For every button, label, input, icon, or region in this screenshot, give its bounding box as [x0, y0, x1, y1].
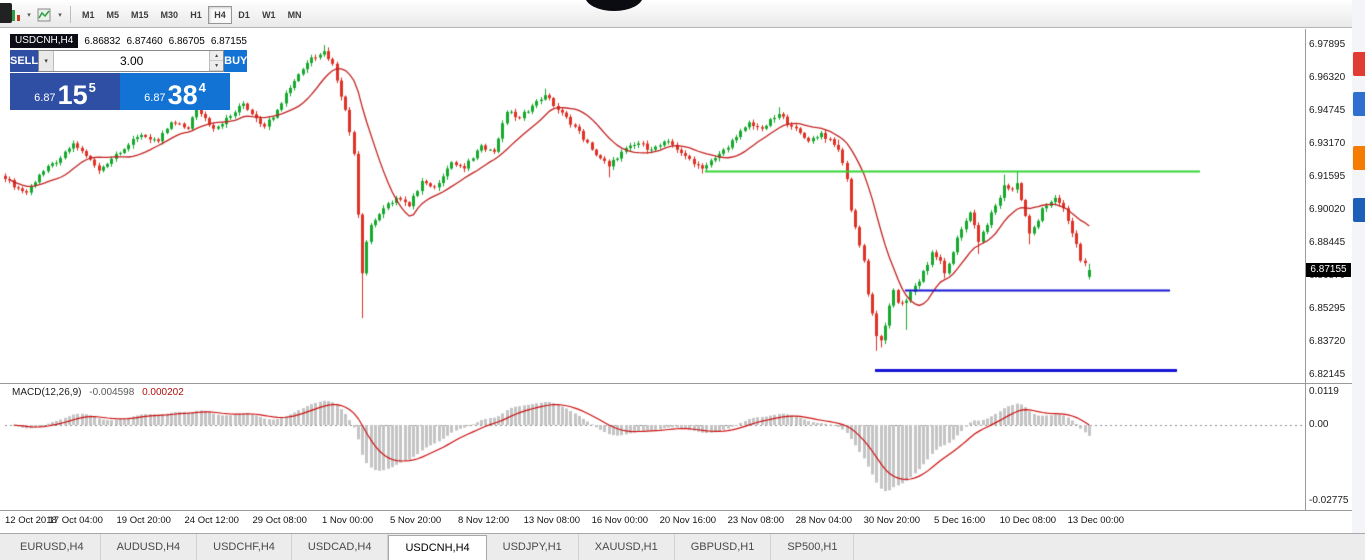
sell-price-big: 15 [57, 80, 88, 111]
ohlc-close: 6.87155 [210, 35, 247, 47]
price-axis-label: 6.91595 [1309, 171, 1346, 182]
ohlc-low: 6.86705 [168, 35, 205, 47]
timeframe-button-m30[interactable]: M30 [160, 9, 179, 20]
volume-spinner: ▲ ▼ [209, 51, 224, 71]
price-axis-label: 6.83720 [1309, 336, 1346, 347]
time-axis-label: 28 Nov 04:00 [795, 515, 853, 526]
price-axis-label: 6.82145 [1309, 369, 1346, 380]
timeframe-button-w1[interactable]: W1 [262, 9, 276, 20]
toolbar-separator [70, 6, 71, 23]
timeframe-button-d1[interactable]: D1 [238, 9, 250, 20]
symbol-tab-sp500[interactable]: SP500,H1 [771, 534, 855, 560]
timeframe-button-m5[interactable]: M5 [106, 9, 120, 20]
symbol-tab-usdjpy[interactable]: USDJPY,H1 [487, 534, 579, 560]
volume-spin-down-button[interactable]: ▼ [210, 61, 224, 71]
price-axis-label: 6.94745 [1309, 105, 1346, 116]
buy-price-sup: 4 [198, 80, 206, 95]
time-axis-label: 8 Nov 12:00 [457, 515, 510, 526]
macd-axis-label: 0.0119 [1309, 386, 1339, 398]
indicators-icon[interactable] [34, 5, 54, 25]
time-axis-label: 13 Dec 00:00 [1067, 515, 1125, 526]
time-axis-label: 12 Oct 2018 [5, 515, 57, 526]
volume-combo: ▾ ▲ ▼ [38, 50, 225, 72]
time-axis-label: 23 Nov 08:00 [727, 515, 785, 526]
time-axis-label: 19 Oct 20:00 [116, 515, 171, 526]
macd-main-value: -0.004598 [89, 387, 135, 398]
timeframe-toolbar: ▾ ▾ M1 M5 M15 M30 H1 H4 D1 W1 MN [0, 2, 1352, 28]
price-axis-divider [1305, 29, 1306, 531]
volume-dropdown-button[interactable]: ▾ [39, 51, 55, 71]
sell-button[interactable]: SELL [10, 50, 39, 72]
timeframe-button-mn[interactable]: MN [287, 9, 302, 20]
macd-axis-label: -0.02775 [1309, 495, 1349, 507]
price-axis-label: 6.90020 [1309, 204, 1346, 215]
one-click-trade-panel: SELL ▾ ▲ ▼ BUY 6.87 15 5 6.87 38 4 [10, 50, 248, 110]
symbol-tab-usdcnh[interactable]: USDCNH,H4 [388, 535, 487, 560]
symbol-tab-gbpusd[interactable]: GBPUSD,H1 [675, 534, 772, 560]
price-axis-label: 6.97895 [1309, 39, 1346, 50]
current-price-badge: 6.87155 [1306, 263, 1351, 277]
price-axis-label: 6.85295 [1309, 303, 1346, 314]
timeframe-button-group: M1 M5 M15 M30 H1 H4 D1 W1 MN [76, 5, 308, 24]
macd-title: MACD(12,26,9) [12, 387, 82, 398]
sell-price-prefix: 6.87 [34, 92, 56, 104]
price-axis-label: 6.88445 [1309, 237, 1346, 248]
chart-header: USDCNH,H4 6.86832 6.87460 6.86705 6.8715… [10, 34, 247, 48]
desktop-icon-fragment [1353, 52, 1365, 76]
time-axis-label: 30 Nov 20:00 [863, 515, 921, 526]
time-axis-label: 29 Oct 08:00 [252, 515, 307, 526]
time-axis-label: 1 Nov 00:00 [321, 515, 374, 526]
symbol-tab-usdcad[interactable]: USDCAD,H4 [292, 534, 389, 560]
chart-tab-bar: EURUSD,H4 AUDUSD,H4 USDCHF,H4 USDCAD,H4 USDC… [0, 533, 1365, 560]
chart-symbol-label: USDCNH,H4 [10, 34, 79, 48]
time-axis-label: 13 Nov 08:00 [523, 515, 581, 526]
timeframe-button-m15[interactable]: M15 [131, 9, 149, 20]
time-axis-label: 20 Nov 16:00 [659, 515, 717, 526]
indicators-caret-icon[interactable]: ▾ [58, 11, 62, 19]
time-axis-label: 5 Nov 20:00 [389, 515, 442, 526]
macd-panel-divider[interactable] [0, 383, 1352, 384]
time-axis-label: 16 Nov 00:00 [591, 515, 649, 526]
chart-type-caret-icon[interactable]: ▾ [27, 11, 31, 19]
desktop-icon-fragment [1353, 146, 1365, 170]
price-axis-label: 6.96320 [1309, 72, 1346, 83]
background-desktop-icon-fragment [585, 0, 643, 11]
time-axis[interactable]: 12 Oct 2018 17 Oct 04:00 19 Oct 20:00 24 Oc… [0, 510, 1352, 533]
symbol-tab-usdchf[interactable]: USDCHF,H4 [197, 534, 292, 560]
sell-price-button[interactable]: 6.87 15 5 [10, 73, 120, 110]
time-axis-label: 17 Oct 04:00 [48, 515, 103, 526]
timeframe-button-m1[interactable]: M1 [82, 9, 95, 20]
time-axis-label: 5 Dec 16:00 [933, 515, 986, 526]
time-axis-label: 10 Dec 08:00 [999, 515, 1057, 526]
macd-axis-label: 0.00 [1309, 419, 1329, 430]
desktop-edge-strip [1352, 0, 1365, 560]
volume-input[interactable] [54, 51, 210, 71]
timeframe-button-h1[interactable]: H1 [190, 9, 202, 20]
ohlc-high: 6.87460 [126, 35, 163, 47]
macd-signal-value: 0.000202 [142, 387, 184, 398]
buy-price-big: 38 [167, 80, 198, 111]
desktop-icon-fragment [1353, 198, 1365, 222]
buy-button[interactable]: BUY [224, 50, 248, 72]
symbol-tab-audusd[interactable]: AUDUSD,H4 [101, 534, 198, 560]
price-axis-label: 6.93170 [1309, 138, 1346, 149]
buy-price-prefix: 6.87 [144, 92, 166, 104]
buy-price-button[interactable]: 6.87 38 4 [120, 73, 230, 110]
desktop-icon-fragment [1353, 92, 1365, 116]
cropped-taskbar-icon [0, 3, 12, 23]
timeframe-button-h4[interactable]: H4 [208, 5, 233, 24]
time-axis-label: 24 Oct 12:00 [184, 515, 239, 526]
sell-price-sup: 5 [88, 80, 96, 95]
symbol-tab-xauusd[interactable]: XAUUSD,H1 [579, 534, 675, 560]
macd-indicator-label: MACD(12,26,9) -0.004598 0.000202 [12, 387, 184, 398]
volume-spin-up-button[interactable]: ▲ [210, 51, 224, 61]
symbol-tab-eurusd[interactable]: EURUSD,H4 [4, 534, 101, 560]
ohlc-open: 6.86832 [84, 35, 121, 47]
